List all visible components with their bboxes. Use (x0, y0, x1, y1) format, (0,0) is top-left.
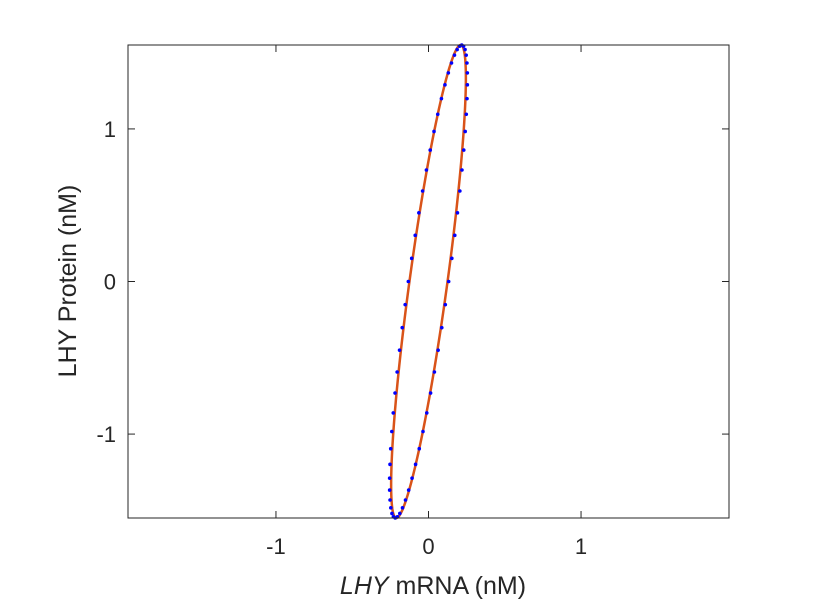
data-point (388, 462, 392, 467)
data-point (420, 189, 425, 193)
y-tick-label: 1 (104, 117, 116, 142)
data-point (452, 233, 457, 238)
y-tick-label: -1 (96, 422, 116, 447)
data-point (460, 168, 464, 172)
data-point (465, 96, 469, 101)
x-tick-label: 1 (575, 534, 587, 559)
data-point (395, 370, 399, 374)
x-tick-label: 0 (422, 534, 434, 559)
data-point (432, 129, 436, 134)
data-point (449, 61, 454, 65)
data-point (428, 391, 433, 395)
x-axis-label: LHY mRNA (nM) (340, 572, 526, 600)
data-point (446, 279, 451, 284)
data-point (465, 71, 470, 75)
data-point (458, 189, 462, 193)
data-point (406, 279, 411, 284)
data-point (439, 96, 444, 101)
plot-content (387, 43, 470, 520)
data-point (400, 325, 405, 330)
data-point (388, 498, 392, 502)
y-axis-label: LHY Protein (nM) (54, 185, 82, 378)
data-point (409, 256, 414, 261)
data-point (403, 498, 408, 502)
data-point (389, 506, 393, 510)
data-point (406, 488, 411, 492)
data-point (417, 211, 421, 215)
data-point (424, 168, 429, 172)
data-point (400, 506, 405, 510)
data-point (446, 71, 451, 75)
y-tick-label: 0 (104, 270, 116, 295)
data-point (417, 446, 422, 451)
data-point (390, 511, 394, 516)
x-axis-ticks: -1 0 1 (266, 45, 587, 559)
data-point (455, 211, 460, 215)
data-point (439, 325, 444, 330)
data-point (393, 391, 397, 395)
data-point (403, 302, 407, 307)
data-point (450, 256, 454, 261)
data-point (435, 112, 440, 117)
data-point (461, 148, 466, 152)
data-point (413, 462, 418, 467)
data-point (421, 429, 425, 434)
data-point (455, 47, 459, 52)
data-point (398, 511, 402, 516)
data-point (464, 112, 469, 117)
data-point (410, 476, 414, 480)
data-point (397, 348, 402, 352)
y-axis-ticks: -1 0 1 (96, 117, 729, 447)
x-tick-label: -1 (266, 534, 286, 559)
data-point (452, 53, 457, 57)
data-point (465, 83, 470, 87)
plot-area (128, 45, 729, 518)
data-point (443, 83, 447, 87)
data-point (388, 446, 393, 451)
data-point (463, 47, 467, 52)
data-point (432, 370, 437, 374)
data-point (424, 411, 429, 415)
data-point (436, 348, 440, 352)
data-point (387, 488, 392, 492)
data-point (463, 129, 467, 134)
data-point (443, 302, 448, 307)
data-point (465, 61, 469, 65)
data-point (413, 233, 418, 238)
x-axis-label-rest: mRNA (nM) (389, 572, 527, 600)
x-axis-label-italic: LHY (340, 572, 391, 600)
data-point (387, 476, 392, 480)
data-point (464, 53, 468, 57)
data-point (391, 411, 396, 415)
data-point (428, 148, 433, 152)
data-point (390, 429, 394, 434)
